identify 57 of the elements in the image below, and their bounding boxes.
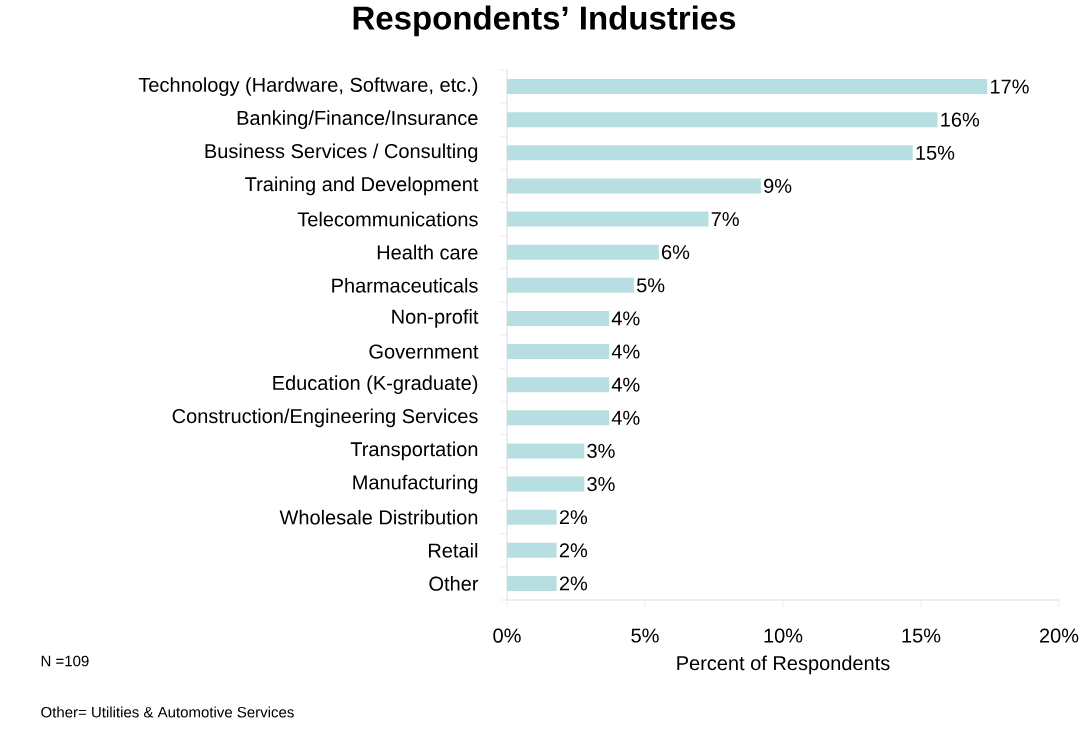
data-label: 4% bbox=[611, 311, 640, 326]
bar bbox=[507, 79, 988, 95]
data-label: 17% bbox=[990, 79, 1029, 94]
bar bbox=[507, 112, 938, 128]
y-tick-label: Construction/Engineering Services bbox=[172, 408, 478, 428]
data-label: 4% bbox=[611, 410, 640, 425]
bar bbox=[507, 377, 610, 393]
x-tick-label: 20% bbox=[1039, 628, 1079, 643]
bar bbox=[507, 476, 585, 492]
y-tick-label: Transportation bbox=[350, 441, 478, 461]
data-label: 2% bbox=[559, 576, 588, 591]
data-label: 7% bbox=[711, 212, 739, 227]
bar bbox=[507, 178, 761, 194]
data-label: 16% bbox=[941, 112, 980, 127]
y-tick-label: Pharmaceuticals bbox=[332, 277, 478, 293]
y-tick-label: Technology (Hardware, Software, etc.) bbox=[138, 77, 478, 96]
y-tick-label: Business Services / Consulting bbox=[205, 143, 478, 163]
y-tick-label: Banking/Finance/Insurance bbox=[237, 110, 478, 130]
bar bbox=[507, 509, 557, 525]
y-tick-label: Health care bbox=[377, 244, 478, 260]
bar bbox=[507, 542, 557, 558]
data-label: 6% bbox=[662, 245, 690, 260]
y-tick-label: Retail bbox=[428, 542, 478, 558]
bar bbox=[507, 344, 610, 360]
text: Other= Utilities & Automotive Services bbox=[41, 706, 294, 718]
y-tick-label: Wholesale Distribution bbox=[279, 509, 478, 525]
bar bbox=[507, 244, 659, 260]
x-tick-label: 15% bbox=[902, 628, 941, 643]
bar bbox=[507, 145, 913, 161]
y-tick-label: Other bbox=[429, 576, 479, 591]
y-tick-label: Non-profit bbox=[392, 309, 479, 328]
x-tick-label: 10% bbox=[764, 628, 803, 643]
chart-title: Respondents’ Industries bbox=[353, 5, 736, 37]
y-tick-label: Training and Development bbox=[245, 176, 479, 196]
x-tick-label: 0% bbox=[493, 628, 521, 643]
data-label: 4% bbox=[611, 377, 640, 392]
data-label: 15% bbox=[916, 145, 955, 160]
data-label: 2% bbox=[559, 510, 588, 525]
y-tick-label: Education (K-graduate) bbox=[273, 375, 478, 395]
data-label: 4% bbox=[611, 344, 640, 359]
bar bbox=[507, 410, 610, 426]
bar bbox=[507, 211, 709, 227]
text: N =109 bbox=[41, 655, 89, 667]
y-tick-label: Government bbox=[369, 344, 479, 359]
y-tick-label: Manufacturing bbox=[353, 474, 478, 494]
bar bbox=[507, 277, 634, 293]
x-axis-title: Percent of Respondents bbox=[677, 655, 890, 675]
data-label: 5% bbox=[636, 278, 665, 293]
data-label: 3% bbox=[587, 443, 615, 459]
y-tick-label: Telecommunications bbox=[297, 211, 478, 227]
data-label: 3% bbox=[587, 476, 615, 492]
x-tick-label: 5% bbox=[631, 628, 659, 643]
bar bbox=[507, 443, 585, 459]
data-label: 2% bbox=[559, 543, 588, 558]
data-label: 9% bbox=[764, 178, 792, 194]
bar bbox=[507, 575, 557, 591]
bar bbox=[507, 310, 610, 326]
